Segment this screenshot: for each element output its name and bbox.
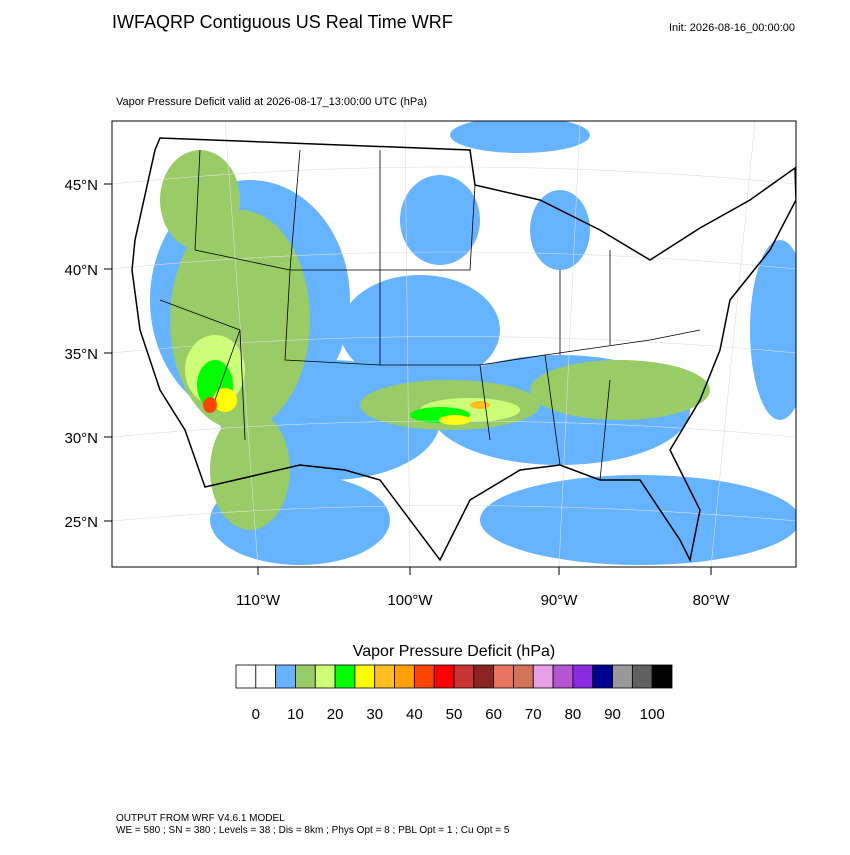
lat-label: 45°N: [64, 177, 98, 194]
colorbar: 0 10 20 30 40 50 60 70 80 90 100: [235, 664, 673, 723]
colorbar-label: 0: [252, 706, 260, 723]
colorbar-label: 20: [327, 706, 344, 723]
colorbar-box: [314, 664, 336, 689]
colorbar-box: [592, 664, 613, 689]
colorbar-box: [334, 664, 356, 689]
title: IWFAQRP Contiguous US Real Time WRF: [112, 12, 453, 32]
map-subtitle: Vapor Pressure Deficit valid at 2026-08-…: [116, 96, 427, 108]
map-frame: [111, 120, 797, 568]
colorbar-box: [493, 664, 514, 689]
lon-label: 90°W: [541, 592, 579, 609]
footer-line: OUTPUT FROM WRF V4.6.1 MODEL: [116, 813, 285, 824]
colorbar-box: [235, 664, 257, 689]
lat-label: 30°N: [64, 430, 98, 447]
colorbar-label: 90: [604, 706, 621, 723]
colorbar-title: Vapor Pressure Deficit (hPa): [353, 643, 555, 660]
colorbar-box: [612, 664, 633, 689]
init-time: Init: 2026-08-16_00:00:00: [669, 22, 795, 34]
map-field: [112, 121, 796, 567]
colorbar-box: [453, 664, 475, 689]
lat-label: 25°N: [64, 514, 98, 531]
colorbar-box: [513, 664, 534, 689]
colorbar-box: [532, 664, 554, 689]
colorbar-label: 80: [565, 706, 582, 723]
colorbar-box: [473, 664, 495, 689]
colorbar-box: [255, 664, 277, 689]
colorbar-box: [354, 664, 376, 689]
colorbar-label: 100: [640, 706, 665, 723]
lat-label: 35°N: [64, 346, 98, 363]
colorbar-box: [413, 664, 435, 689]
colorbar-box: [394, 664, 415, 689]
colorbar-box: [433, 664, 455, 689]
colorbar-box: [651, 664, 673, 689]
colorbar-label: 10: [287, 706, 304, 723]
axis-labels: 45°N 40°N 35°N 30°N 25°N 110°W 100°W 90°W 80°W: [64, 177, 730, 609]
colorbar-label: 60: [485, 706, 502, 723]
colorbar-box: [631, 664, 653, 689]
colorbar-box: [374, 664, 395, 689]
colorbar-label: 50: [446, 706, 463, 723]
lon-label: 110°W: [236, 592, 281, 609]
colorbar-label: 70: [525, 706, 542, 723]
colorbar-box: [552, 664, 574, 689]
lon-label: 80°W: [693, 592, 731, 609]
colorbar-label: 30: [366, 706, 383, 723]
footer-line: WE = 580 ; SN = 380 ; Levels = 38 ; Dis …: [116, 825, 510, 836]
colorbar-box: [572, 664, 594, 689]
lat-label: 40°N: [64, 262, 98, 279]
colorbar-box: [295, 664, 316, 689]
colorbar-box: [275, 664, 296, 689]
lon-label: 100°W: [387, 592, 433, 609]
colorbar-label: 40: [406, 706, 423, 723]
